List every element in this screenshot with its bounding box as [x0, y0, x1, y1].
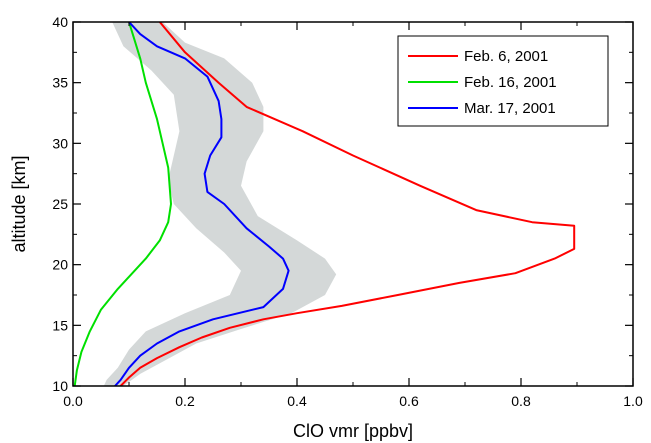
- y-tick-label: 30: [52, 135, 68, 151]
- y-tick-label: 40: [52, 14, 68, 30]
- tick-layer: [72, 21, 634, 387]
- y-tick-label: 15: [52, 317, 68, 333]
- x-tick-label: 0.4: [287, 393, 307, 409]
- uncertainty-band-layer: [103, 22, 337, 386]
- legend: Feb. 6, 2001 Feb. 16, 2001 Mar. 17, 2001: [397, 35, 609, 127]
- series-line-2: [73, 22, 172, 386]
- y-tick-label: 25: [52, 196, 68, 212]
- x-tick-label: 1.0: [623, 393, 643, 409]
- x-tick-label: 0.6: [399, 393, 419, 409]
- legend-label-1: Feb. 6, 2001: [464, 48, 548, 65]
- x-axis-title: ClO vmr [ppbv]: [293, 421, 413, 441]
- y-tick-label: 35: [52, 75, 68, 91]
- y-axis-title: altitude [km]: [9, 155, 29, 252]
- series-layer: [73, 22, 576, 386]
- tick-label-layer: 0.0 0.2 0.4 0.6 0.8 1.0 10 15 20 25 30 35 40: [52, 14, 643, 409]
- x-tick-label: 0.8: [511, 393, 531, 409]
- legend-label-3: Mar. 17, 2001: [464, 100, 556, 117]
- series-line-1: [119, 22, 576, 386]
- y-tick-label: 10: [52, 378, 68, 394]
- uncertainty-band: [103, 22, 337, 386]
- x-tick-label: 0.2: [175, 393, 195, 409]
- x-tick-label: 0.0: [63, 393, 83, 409]
- series-line-3: [114, 22, 290, 386]
- legend-label-2: Feb. 16, 2001: [464, 74, 557, 91]
- y-tick-label: 20: [52, 257, 68, 273]
